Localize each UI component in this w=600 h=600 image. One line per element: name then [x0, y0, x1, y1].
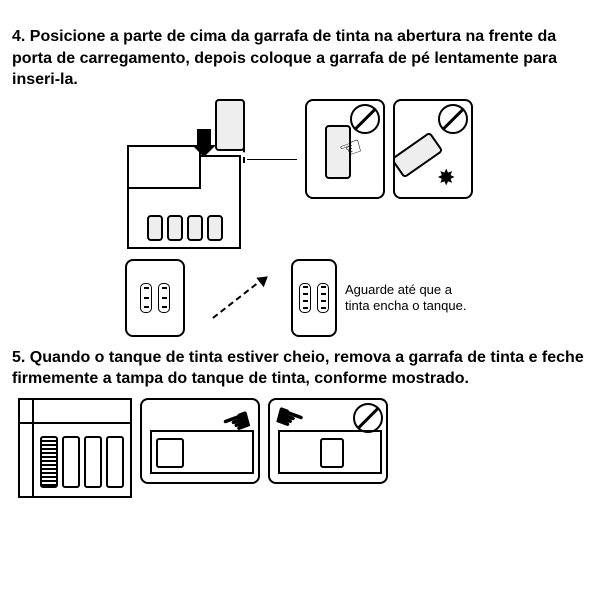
- spill-splash-icon: ✸: [437, 165, 455, 191]
- printer-four-tanks-diagram: [18, 398, 132, 498]
- ink-tank-icon: [62, 436, 80, 488]
- tank-slot-empty-icon: [140, 283, 152, 313]
- close-lid-panel: ☛: [140, 398, 260, 484]
- ink-tank-icon: [106, 436, 124, 488]
- fill-progress-arrow-icon: [212, 277, 264, 319]
- step5-text: Quando o tanque de tinta estiver cheio, …: [12, 349, 584, 388]
- ink-tank-icon: [84, 436, 102, 488]
- ink-tank-icon: [40, 436, 58, 488]
- tank-slot-full-icon: [317, 283, 329, 313]
- step4-instruction: 4. Posicione a parte de cima da garrafa …: [12, 26, 588, 91]
- prohibition-icon: [438, 104, 468, 134]
- step4-number: 4.: [12, 28, 25, 45]
- step5-number: 5.: [12, 349, 25, 366]
- no-squeeze-panel: ☞: [305, 99, 385, 199]
- tank-slot-full-icon: [299, 283, 311, 313]
- bottle-insert-diagram: [127, 99, 297, 249]
- step4-text: Posicione a parte de cima da garrafa de …: [12, 28, 557, 88]
- step5-instruction: 5. Quando o tanque de tinta estiver chei…: [12, 347, 588, 390]
- insert-down-arrow-icon: [197, 129, 211, 147]
- wait-caption: Aguarde até que a tinta encha o tanque.: [345, 282, 475, 315]
- ink-bottle-icon: [215, 99, 245, 151]
- tank-slot-empty-icon: [158, 283, 170, 313]
- prohibition-icon: [353, 403, 383, 433]
- no-tilt-spill-panel: ✸: [393, 99, 473, 199]
- no-push-wrong-panel: ☛: [268, 398, 388, 484]
- tank-empty-panel: [125, 259, 185, 337]
- tank-full-panel: [291, 259, 337, 337]
